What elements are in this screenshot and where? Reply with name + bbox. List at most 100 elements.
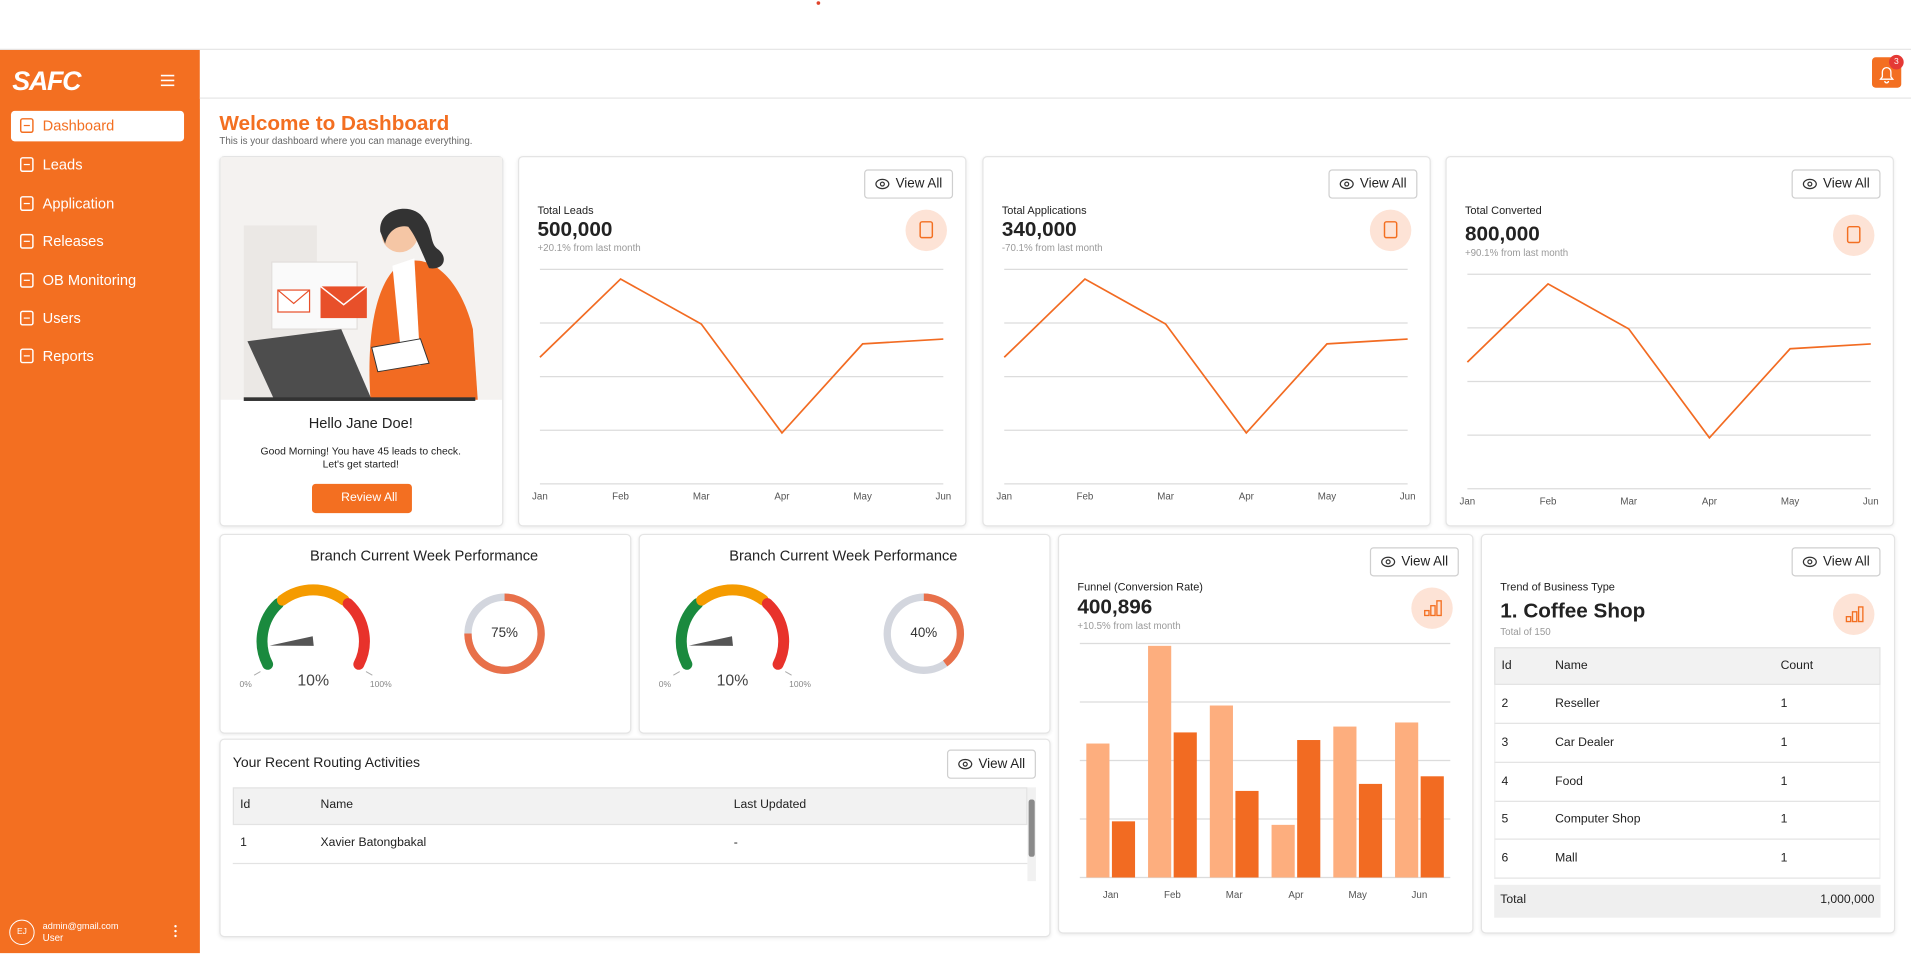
active-nav-item[interactable] <box>10 110 185 142</box>
card-title: Branch Current Week Performance <box>310 547 539 565</box>
stat-change: +10.5% from last month <box>1077 620 1181 632</box>
card-icon <box>905 209 947 252</box>
eye-icon <box>1343 181 1350 187</box>
gauge-tick-label: 0% <box>658 680 672 690</box>
x-tick-label: Feb <box>1539 496 1557 507</box>
illustration <box>277 289 310 305</box>
nav-icon <box>19 310 34 326</box>
notification-count: 3 <box>1893 57 1899 67</box>
stat-card <box>1445 156 1894 527</box>
gauge-band <box>256 598 284 670</box>
gauge-needle <box>688 636 733 646</box>
x-tick-label: May <box>853 491 872 503</box>
card-icon <box>1369 209 1412 252</box>
gauge-tick <box>673 671 680 676</box>
stat-value: 400,896 <box>1077 595 1153 619</box>
gauge-card <box>638 533 1051 734</box>
illustration <box>277 289 311 313</box>
table-cell: 3 <box>1501 735 1509 750</box>
eye-icon <box>875 178 890 190</box>
table-cell: 1 <box>1780 774 1788 789</box>
gauge-band <box>696 584 769 606</box>
table-row <box>1494 801 1881 841</box>
view-all-button[interactable]: View All <box>1369 547 1459 577</box>
user-role: User <box>42 932 64 944</box>
stat-label: Total Leads <box>537 204 594 217</box>
gauge-band <box>342 598 370 670</box>
stat-value: 500,000 <box>537 217 613 241</box>
gauge-tick-label: 0% <box>239 680 252 690</box>
table-cell: Computer Shop <box>1555 813 1641 827</box>
x-tick-label: Apr <box>1701 496 1717 507</box>
eye-icon <box>957 758 973 770</box>
scrollbar-thumb <box>1028 799 1035 857</box>
user-email: admin@gmail.com <box>42 920 119 932</box>
stat-change: +20.1% from last month <box>537 242 641 254</box>
top-bar <box>0 0 1911 50</box>
gauge-band <box>761 598 790 670</box>
donut-value-label: 75% <box>491 625 518 641</box>
bar <box>1209 705 1233 878</box>
view-all-button[interactable]: View All <box>1791 169 1881 199</box>
review-button[interactable] <box>312 483 412 514</box>
table-cell: Car Dealer <box>1555 735 1615 750</box>
x-tick-label: Feb <box>612 491 629 503</box>
table-row <box>1494 762 1881 802</box>
column-header: Count <box>1780 659 1814 673</box>
notification-badge <box>1889 54 1904 70</box>
eye-icon <box>1802 178 1817 190</box>
button-label: View All <box>1823 176 1870 192</box>
x-tick-label: Feb <box>1076 491 1094 503</box>
nav-icon <box>19 272 34 288</box>
x-tick-label: Jan <box>1459 496 1476 507</box>
table-cell: Xavier Batongbakal <box>320 836 427 850</box>
bar <box>1235 790 1259 878</box>
gauge-tick <box>365 671 373 676</box>
line-series <box>539 277 944 435</box>
card-icon <box>1846 225 1861 244</box>
view-all-button[interactable]: View All <box>946 749 1036 779</box>
illustration <box>392 258 421 366</box>
column-header: Name <box>320 798 354 812</box>
x-tick-label: Jun <box>1411 889 1428 901</box>
stat-value: 800,000 <box>1464 222 1540 246</box>
view-all-button[interactable]: View All <box>1791 547 1881 577</box>
view-all-button[interactable]: View All <box>864 169 954 199</box>
gauge-band <box>675 598 704 670</box>
stat-label: Funnel (Conversion Rate) <box>1077 580 1203 593</box>
stat-value: 340,000 <box>1001 217 1077 241</box>
eye-icon <box>879 181 885 187</box>
illustration <box>371 338 430 373</box>
card-icon <box>1411 587 1453 629</box>
table-cell: 1 <box>1780 735 1788 750</box>
button-label: View All <box>978 756 1026 772</box>
nav-item: Dashboard <box>42 117 115 135</box>
card-icon <box>1383 221 1398 239</box>
donut-value-label: 40% <box>910 625 938 641</box>
nav-item: OB Monitoring <box>42 271 137 289</box>
card-title: Branch Current Week Performance <box>729 547 958 565</box>
nav-item: Leads <box>42 156 83 174</box>
line-series <box>1466 282 1871 440</box>
bell-icon <box>1879 66 1895 84</box>
x-tick-label: Jan <box>996 491 1013 503</box>
eye-icon <box>1802 556 1817 568</box>
x-tick-label: Apr <box>1238 491 1254 503</box>
eye-icon <box>1339 178 1354 190</box>
card-icon <box>1857 606 1864 623</box>
eye-icon <box>1385 559 1391 565</box>
user-menu-icon <box>174 929 177 933</box>
trend-title: 1. Coffee Shop <box>1500 599 1646 623</box>
view-all-button[interactable]: View All <box>1328 169 1418 199</box>
bar <box>1271 824 1295 878</box>
gauge-tick-label: 100% <box>369 680 392 690</box>
eye-icon <box>1807 559 1813 565</box>
header <box>199 49 1911 99</box>
stat-label: Total Converted <box>1464 204 1542 217</box>
greeting-message: Good Morning! You have 45 leads to check… <box>260 444 461 457</box>
button-label: Review All <box>341 491 398 505</box>
card-icon <box>1833 214 1875 256</box>
column-header: Last Updated <box>733 798 807 812</box>
table-cell: 6 <box>1501 852 1509 866</box>
